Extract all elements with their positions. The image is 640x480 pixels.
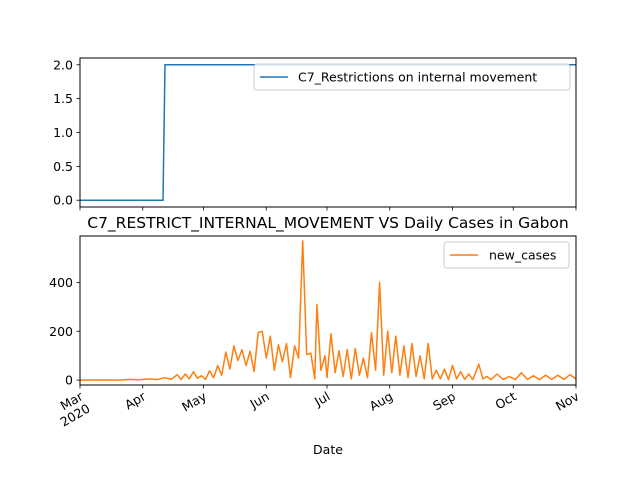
top-x-ticks	[79, 207, 577, 211]
bottom-plot-marks	[79, 240, 577, 381]
top-legend-label: C7_Restrictions on internal movement	[298, 70, 537, 85]
top-legend-box	[253, 63, 571, 91]
bottom-ytick-label: 0	[65, 373, 73, 388]
x-axis-label: Date	[313, 442, 343, 457]
top-y-ticks: 0.0 0.5 1.0 1.5 2.0	[53, 57, 80, 208]
top-ytick-label: 0.5	[53, 159, 73, 174]
bottom-xtick-label: Jul	[311, 389, 332, 410]
top-subplot: 0.0 0.5 1.0 1.5 2.0 C7_Restrictions on inter…	[53, 57, 577, 211]
bottom-legend-label: new_cases	[489, 248, 556, 263]
top-ytick-label: 1.0	[53, 125, 73, 140]
bottom-legend: new_cases	[443, 241, 570, 269]
bottom-y-ticks: 0 200 400	[49, 275, 80, 388]
bottom-legend-box	[443, 241, 570, 269]
series-line-new-cases	[79, 240, 577, 381]
top-ytick-label: 2.0	[53, 57, 73, 72]
bottom-ytick-label: 200	[49, 324, 73, 339]
top-legend: C7_Restrictions on internal movement	[253, 63, 571, 91]
top-ytick-label: 0.0	[53, 193, 73, 208]
bottom-axes-frame	[79, 235, 577, 386]
bottom-chart-title: C7_RESTRICT_INTERNAL_MOVEMENT VS Daily C…	[87, 214, 568, 233]
bottom-subplot: C7_RESTRICT_INTERNAL_MOVEMENT VS Daily C…	[49, 214, 582, 457]
top-ytick-label: 1.5	[53, 91, 73, 106]
bottom-ytick-label: 400	[49, 275, 73, 290]
